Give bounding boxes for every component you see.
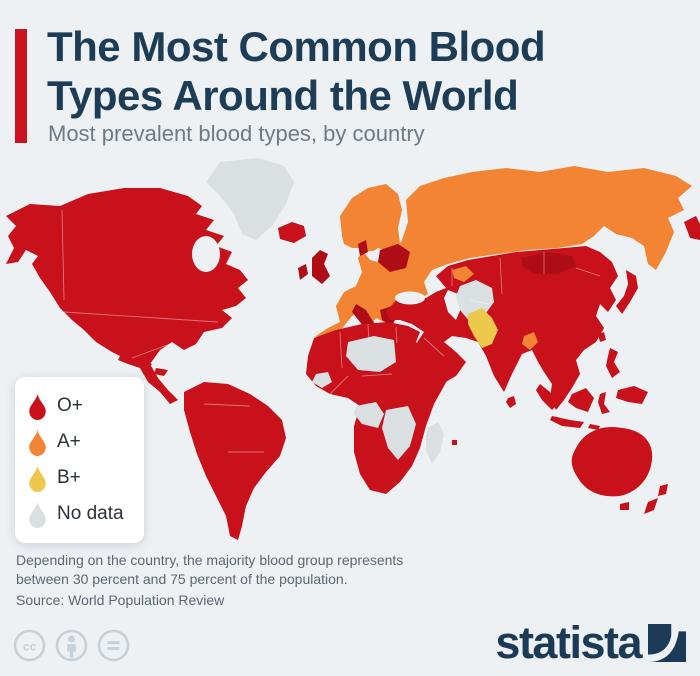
legend-item-a-plus: A+ xyxy=(27,424,124,460)
attribution-icon xyxy=(55,629,88,662)
hudson-bay-water xyxy=(192,236,220,272)
legend-label: No data xyxy=(57,503,124,524)
legend-label: A+ xyxy=(57,431,81,452)
creative-commons-icon: cc xyxy=(13,629,46,662)
region-madagascar xyxy=(426,422,444,464)
legend-label: O+ xyxy=(57,395,83,416)
country-borders xyxy=(61,209,601,453)
footnote-line2: between 30 percent and 75 percent of the… xyxy=(16,571,348,587)
blood-drop-icon xyxy=(29,501,46,528)
no-derivatives-icon xyxy=(97,629,130,662)
region-sri-lanka xyxy=(506,396,516,408)
region-europe-russia xyxy=(316,166,692,350)
region-south-america xyxy=(184,382,286,540)
region-sahel xyxy=(346,336,396,372)
region-mongolia xyxy=(522,252,576,274)
region-mauritius xyxy=(452,440,457,445)
region-southeast-africa xyxy=(382,406,416,460)
legend-label: B+ xyxy=(57,467,81,488)
blood-drop-icon xyxy=(29,429,46,456)
footnote-line1: Depending on the country, the majority b… xyxy=(16,552,404,568)
statista-logo-text: statista xyxy=(495,617,642,668)
page-title-line1: The Most Common Blood xyxy=(47,23,546,70)
accent-bar xyxy=(15,29,27,143)
region-indonesia-png xyxy=(536,384,648,430)
region-caribbean xyxy=(118,356,168,376)
black-sea-water xyxy=(395,291,425,305)
region-north-america xyxy=(6,188,248,404)
region-baltics-belarus xyxy=(378,244,410,272)
region-greenland xyxy=(206,158,294,240)
blood-drop-icon xyxy=(29,393,46,420)
legend-item-b-plus: B+ xyxy=(27,460,124,496)
region-chukotka-east xyxy=(684,216,700,240)
region-iceland xyxy=(278,222,306,243)
region-new-zealand xyxy=(644,484,668,514)
statista-logo-mark-icon xyxy=(648,623,686,662)
legend-item-o-plus: O+ xyxy=(27,388,124,424)
page-title: The Most Common Blood Types Around the W… xyxy=(47,22,687,120)
world-map xyxy=(6,158,700,540)
region-west-africa-patch xyxy=(312,372,332,388)
legend-card: O+ A+ B+ No data xyxy=(15,377,144,543)
region-pakistan xyxy=(468,308,498,348)
page-subtitle: Most prevalent blood types, by country xyxy=(48,121,425,146)
footnote: Depending on the country, the majority b… xyxy=(16,551,576,589)
blood-drop-icon xyxy=(29,465,46,492)
license-icons: cc xyxy=(13,629,130,662)
page-title-line2: Types Around the World xyxy=(47,72,519,120)
region-japan xyxy=(616,270,638,314)
region-australia xyxy=(571,426,653,510)
statista-logo: statista xyxy=(495,620,686,665)
region-central-africa-patch xyxy=(354,402,384,428)
region-bangladesh xyxy=(522,332,538,350)
region-scandinavia xyxy=(340,184,402,254)
region-uk-ireland xyxy=(298,250,330,284)
region-taiwan-philippines xyxy=(598,332,620,378)
source-line: Source: World Population Review xyxy=(16,592,225,608)
svg-text:cc: cc xyxy=(23,640,37,654)
region-uzbekistan xyxy=(452,266,474,282)
region-denmark xyxy=(358,240,368,256)
legend-item-no-data: No data xyxy=(27,496,124,532)
